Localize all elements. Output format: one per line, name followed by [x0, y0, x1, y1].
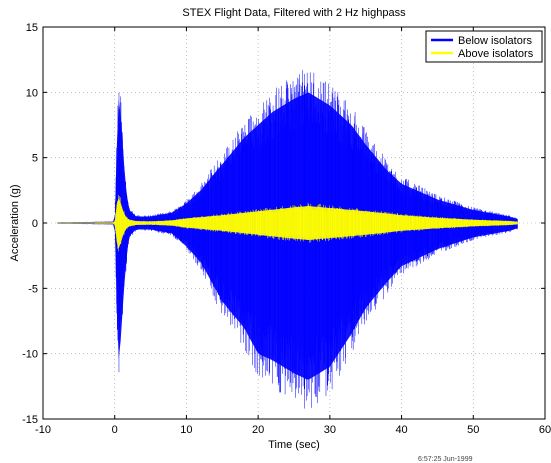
- legend-label-below: Below isolators: [458, 35, 532, 47]
- y-tick-label: -5: [28, 283, 38, 295]
- x-axis-label: Time (sec): [268, 439, 320, 451]
- legend: Below isolators Above isolators: [425, 30, 543, 63]
- x-tick-label: 20: [252, 424, 264, 436]
- x-tick-label: 0: [112, 424, 118, 436]
- y-axis-label: Acceleration (g): [9, 184, 21, 261]
- x-tick-label: -10: [35, 424, 51, 436]
- y-tick-label: 10: [26, 87, 38, 99]
- x-tick-label: 10: [180, 424, 192, 436]
- legend-label-above: Above isolators: [458, 48, 534, 60]
- x-tick-label: 40: [395, 424, 407, 436]
- series-oscillation: [57, 194, 518, 252]
- footer-timestamp: 6:57:25 Jun-1999: [418, 456, 473, 463]
- x-tick-label: 30: [324, 424, 336, 436]
- x-tick-label: 60: [539, 424, 551, 436]
- y-tick-label: 0: [32, 218, 38, 230]
- series-1: [57, 194, 518, 252]
- y-tick-label: 15: [26, 22, 38, 34]
- chart-title: STEX Flight Data, Filtered with 2 Hz hig…: [182, 7, 406, 19]
- legend-box: [425, 30, 543, 63]
- y-tick-label: -10: [22, 349, 38, 361]
- x-tick-label: 50: [467, 424, 479, 436]
- y-tick-label: -15: [22, 414, 38, 426]
- series-layer: [57, 70, 518, 409]
- y-tick-label: 5: [32, 153, 38, 165]
